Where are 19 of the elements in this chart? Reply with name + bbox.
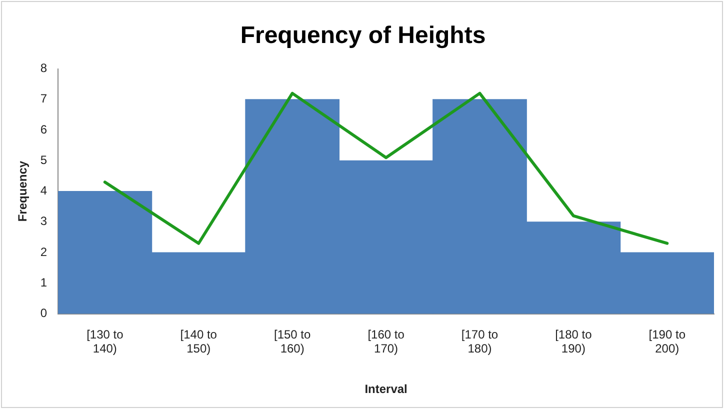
x-tick-label: [130 to 140) xyxy=(86,327,124,356)
x-tick-label: [160 to 170) xyxy=(368,327,405,356)
x-tick-label: [180 to 190) xyxy=(555,327,592,356)
x-tick-label: [190 to 200) xyxy=(648,327,686,356)
y-tick-label: 8 xyxy=(40,61,48,76)
chart-title: Frequency of Heights xyxy=(240,22,486,50)
y-tick-label: 1 xyxy=(40,275,48,290)
y-tick-label: 0 xyxy=(40,306,48,320)
y-tick-label: 4 xyxy=(40,184,48,198)
y-tick-label: 2 xyxy=(40,244,48,259)
y-axis-title: Frequency xyxy=(16,160,30,222)
x-axis-title: Interval xyxy=(364,382,408,396)
x-tick-label: [150 to 160) xyxy=(274,327,312,356)
y-tick-label: 3 xyxy=(40,214,48,228)
y-tick-label: 7 xyxy=(40,92,48,106)
y-tick-label: 5 xyxy=(40,152,48,167)
x-tick-label: [140 to 150) xyxy=(180,327,218,356)
x-tick-label: [170 to 180) xyxy=(461,327,498,356)
y-tick-label: 6 xyxy=(40,122,48,136)
